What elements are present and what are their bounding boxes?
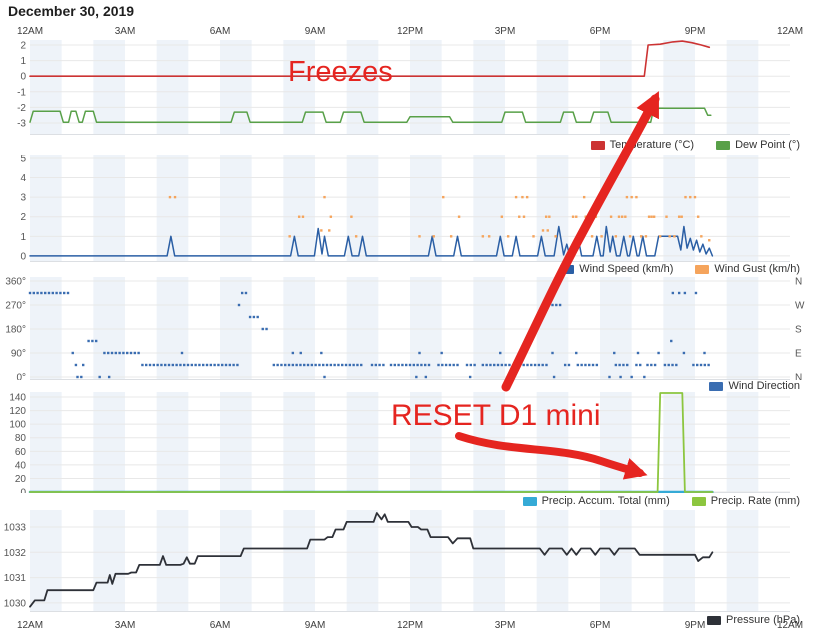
time-label-3pm-top: 3PM [494,26,516,37]
temperature-legend-label: Temperature (°C) [609,139,695,151]
svg-text:20: 20 [15,474,27,485]
svg-text:N: N [795,277,802,287]
legend-item-precip-accum: Precip. Accum. Total (mm) [522,495,670,508]
svg-text:270°: 270° [5,300,26,311]
legend-temperature: Temperature (°C) Dew Point (°) [590,139,800,152]
svg-text:W: W [795,300,805,311]
time-label-9am-top: 9AM [304,26,326,37]
svg-text:2: 2 [20,40,26,51]
svg-text:1: 1 [20,56,26,67]
svg-text:2: 2 [20,212,26,223]
legend-precip: Precip. Accum. Total (mm) Precip. Rate (… [522,495,800,508]
precip-accum-swatch [522,497,537,506]
time-axis-top: 12AM 3AM 6AM 9AM 12PM 3PM 6PM 9PM 12AM [0,26,817,39]
svg-text:-2: -2 [17,103,26,114]
time-label-9am-bottom: 9AM [304,620,326,631]
svg-text:120: 120 [9,406,26,417]
svg-text:180°: 180° [5,324,26,335]
pressure-legend-label: Pressure (hPa) [726,614,800,626]
legend-item-temperature: Temperature (°C) [590,139,695,152]
svg-text:140: 140 [9,393,26,404]
time-label-3am-bottom: 3AM [114,620,136,631]
legend-item-wind-speed: Wind Speed (km/h) [560,263,673,276]
time-label-6pm-top: 6PM [589,26,611,37]
svg-text:80: 80 [15,433,27,444]
time-label-6pm-bottom: 6PM [589,620,611,631]
svg-text:1031: 1031 [4,573,27,584]
annotation-reset-d1-mini: RESET D1 mini [391,399,601,432]
time-label-3pm-bottom: 3PM [494,620,516,631]
svg-text:N: N [795,372,802,380]
wind-gust-legend-label: Wind Gust (km/h) [714,263,800,275]
svg-text:1033: 1033 [4,522,27,533]
svg-text:5: 5 [20,155,26,164]
svg-text:1030: 1030 [4,598,27,609]
legend-pressure: Pressure (hPa) [707,614,800,627]
svg-text:100: 100 [9,420,26,431]
wind-speed-chart[interactable]: 5 4 3 2 1 0 [0,155,817,262]
time-label-12am-top: 12AM [16,26,44,37]
precip-accum-legend-label: Precip. Accum. Total (mm) [541,495,670,507]
time-label-9pm-bottom: 9PM [684,620,706,631]
legend-item-wind-gust: Wind Gust (km/h) [695,263,800,276]
svg-text:3: 3 [20,193,26,204]
legend-item-wind-direction: Wind Direction [709,380,800,393]
legend-wind-direction: Wind Direction [709,380,800,393]
svg-text:60: 60 [15,447,27,458]
legend-item-dew-point: Dew Point (°) [716,139,800,152]
wind-direction-legend-label: Wind Direction [728,380,800,392]
svg-text:360°: 360° [5,277,26,287]
wind-speed-swatch [560,265,575,274]
time-label-6am-bottom: 6AM [209,620,231,631]
time-label-12pm-top: 12PM [396,26,424,37]
time-label-12pm-bottom: 12PM [396,620,424,631]
svg-text:0: 0 [20,488,26,493]
svg-text:1: 1 [20,232,26,243]
page-title: December 30, 2019 [8,3,135,19]
wind-speed-legend-label: Wind Speed (km/h) [579,263,674,275]
time-axis-bottom: 12AM 3AM 6AM 9AM 12PM 3PM 6PM 9PM 12AM [0,620,817,633]
svg-text:0: 0 [20,72,26,83]
svg-text:E: E [795,348,802,359]
pressure-swatch [707,616,722,625]
svg-text:0°: 0° [16,372,26,380]
dew-point-swatch [716,141,731,150]
svg-text:-1: -1 [17,87,26,98]
time-label-12am-bottom: 12AM [776,620,804,631]
svg-text:90°: 90° [11,348,26,359]
time-label-12am-top: 12AM [776,26,804,37]
wind-direction-chart[interactable]: 360° N 270° W 180° S 90° E 0° N [0,277,817,380]
svg-text:40: 40 [15,460,27,471]
svg-text:S: S [795,324,802,335]
time-label-3am-top: 3AM [114,26,136,37]
temperature-chart[interactable]: 2 1 0 -1 -2 -3 [0,40,817,135]
legend-wind: Wind Speed (km/h) Wind Gust (km/h) [560,263,800,276]
precip-rate-swatch [691,497,706,506]
dew-point-legend-label: Dew Point (°) [735,139,800,151]
time-label-6am-top: 6AM [209,26,231,37]
svg-text:4: 4 [20,173,26,184]
time-label-12am-bottom: 12AM [16,620,44,631]
svg-text:-3: -3 [17,118,26,129]
wind-direction-swatch [709,382,724,391]
svg-text:0: 0 [20,251,26,262]
temperature-swatch [590,141,605,150]
legend-item-pressure: Pressure (hPa) [707,614,800,627]
svg-text:1032: 1032 [4,548,27,559]
wind-gust-swatch [695,265,710,274]
annotation-freezes: Freezes [288,56,393,88]
pressure-chart[interactable]: 1033 1032 1031 1030 [0,510,817,612]
legend-item-precip-rate: Precip. Rate (mm) [691,495,800,508]
time-label-9pm-top: 9PM [684,26,706,37]
precip-rate-legend-label: Precip. Rate (mm) [710,495,800,507]
